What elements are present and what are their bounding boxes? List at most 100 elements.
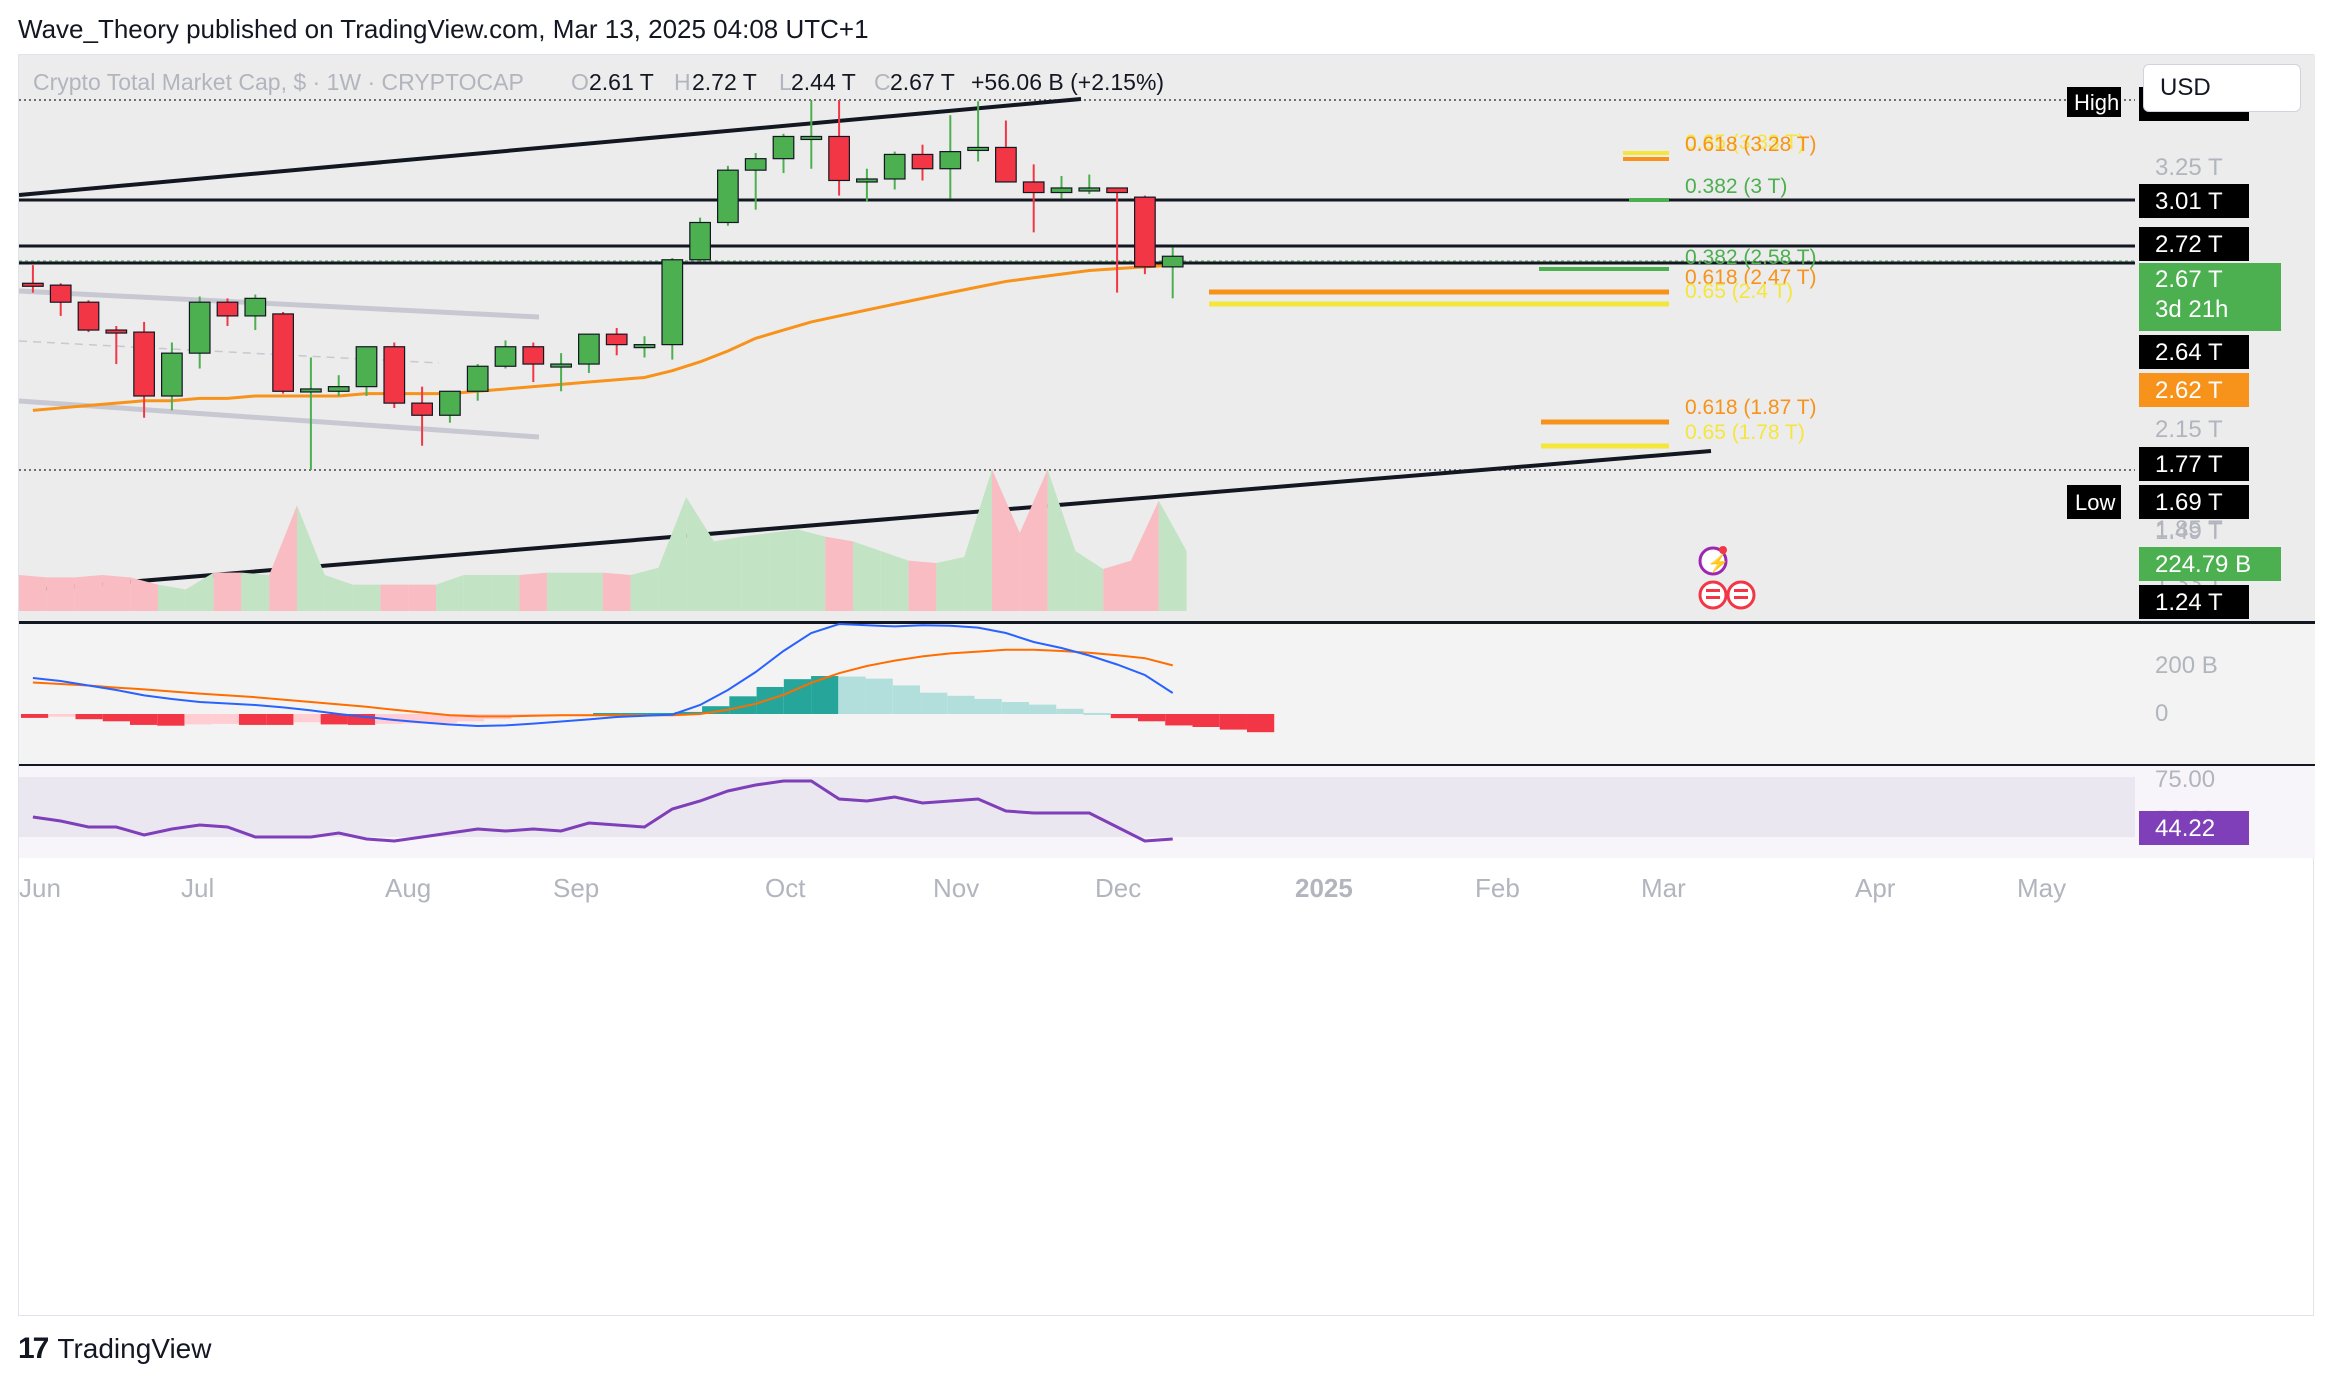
macd-histogram-bar (184, 714, 212, 725)
fib-label-1: 0.618 (3.28 T) (1685, 133, 1817, 156)
us-flag-event-icon[interactable] (1698, 580, 1728, 610)
fib-label-3: 0.382 (2.58 T) (1685, 246, 1817, 269)
currency-selector[interactable]: USD (2143, 64, 2301, 112)
volume-area-segment (686, 497, 714, 611)
volume-area-segment (825, 536, 853, 611)
price-tick-1.49: 1.49 T (2155, 518, 2223, 545)
volume-area-segment (964, 469, 992, 611)
candle-body (661, 259, 684, 346)
candle-body (800, 135, 823, 141)
chart-svg[interactable]: Crypto Total Market Cap, $ · 1W · CRYPTO… (18, 55, 2315, 1317)
candle-body (355, 346, 378, 388)
candle-body (300, 388, 322, 393)
candle-body (1161, 255, 1184, 268)
time-label-sep: Sep (553, 873, 599, 903)
flag-stripe-icon (1734, 596, 1748, 599)
legend-l-value: 2.44 T (791, 69, 856, 95)
countdown-label: 3d 21h (2155, 296, 2228, 323)
legend-h-label: H (674, 69, 691, 95)
us-flag-event-icon[interactable] (1726, 580, 1756, 610)
macd-histogram-bar (674, 711, 703, 714)
volume-area-segment (1075, 551, 1104, 611)
rsi-band (19, 777, 2135, 837)
candle-body (578, 333, 600, 365)
candle-body (439, 390, 461, 416)
macd-histogram-bar (1083, 712, 1111, 715)
candle-body (828, 135, 850, 182)
macd-histogram-bar (293, 714, 321, 723)
macd-histogram-bar (920, 692, 948, 714)
macd-histogram-bar (1192, 714, 1220, 727)
macd-histogram-bar (1029, 704, 1057, 714)
candle-body (272, 313, 294, 392)
channel-top-line (18, 288, 540, 320)
fib-label-4: 0.618 (2.47 T) (1685, 266, 1817, 289)
macd-histogram-bar (402, 714, 430, 724)
price-tag-bg (2139, 485, 2249, 519)
fib-label-2: 0.382 (3 T) (1685, 175, 1787, 198)
volume-area-segment (185, 572, 214, 611)
price-label-1.24: 1.24 T (2155, 589, 2223, 616)
macd-series (21, 622, 1275, 733)
candle-body (1078, 187, 1101, 192)
volume-area-segment (408, 584, 436, 611)
volume-area-segment (269, 505, 297, 611)
candle-body (105, 329, 128, 334)
candle-body (383, 346, 406, 404)
macd-histogram-bar (320, 714, 348, 725)
volume-area-segment (741, 533, 770, 611)
pane-separator (19, 764, 2315, 766)
low-tag: Low (2075, 490, 2115, 515)
macd-histogram-bar (48, 714, 76, 717)
macd-tick-200: 200 B (2155, 652, 2218, 679)
macd-histogram-bar (456, 714, 485, 722)
macd-histogram-bar (1246, 714, 1275, 733)
volume-area-segment (463, 575, 492, 611)
tradingview-logo-icon: 17 (18, 1332, 49, 1365)
candle-body (605, 333, 628, 346)
footer-brand: TradingView (57, 1333, 212, 1364)
volume-area-segment (19, 575, 47, 611)
legend-symbol: Crypto Total Market Cap, $ · 1W · CRYPTO… (33, 69, 524, 95)
volume-area-segment (547, 572, 575, 611)
time-label-mar: Mar (1641, 873, 1686, 903)
time-axis[interactable]: Jun Jul Aug Sep Oct Nov Dec 2025 Feb Mar… (19, 873, 2066, 903)
macd-histogram-bar (238, 714, 267, 725)
price-label-current: 2.67 T (2155, 266, 2223, 293)
price-label-2.72: 2.72 T (2155, 231, 2223, 258)
chart-frame[interactable]: Crypto Total Market Cap, $ · 1W · CRYPTO… (18, 54, 2315, 1317)
volume-area-segment (130, 577, 158, 611)
flag-stripe-icon (1734, 589, 1748, 592)
time-label-aug: Aug (385, 873, 431, 903)
macd-histogram-bar (838, 676, 866, 714)
candle-body (244, 297, 267, 317)
candle-body (411, 402, 433, 416)
rsi-tag-bg (2139, 811, 2249, 845)
macd-histogram-bar (947, 695, 975, 714)
candle-body (1050, 187, 1073, 194)
publisher-header: Wave_Theory published on TradingView.com… (18, 14, 869, 44)
lightning-event-icon[interactable] (1698, 546, 1728, 576)
price-tick-2.15: 2.15 T (2155, 416, 2223, 443)
time-label-jul: Jul (181, 873, 214, 903)
volume-area-segment (241, 572, 270, 611)
macd-histogram-bar (429, 714, 457, 723)
price-label-2.64: 2.64 T (2155, 339, 2223, 366)
macd-histogram-bar (102, 714, 130, 722)
macd-histogram-bar (266, 714, 294, 725)
time-label-apr: Apr (1855, 873, 1896, 903)
volume-area-segment (297, 505, 325, 611)
candle-body (911, 153, 934, 170)
candle-body (327, 386, 350, 392)
volume-area-segment (936, 557, 965, 611)
volume-area-segment (380, 584, 409, 611)
candle-body (1022, 181, 1045, 194)
macd-line (32, 622, 1174, 728)
legend-change: +56.06 B (+2.15%) (971, 69, 1164, 95)
volume-area-segment (797, 529, 826, 611)
macd-histogram-bar (157, 714, 185, 726)
macd-histogram-bar (892, 685, 921, 714)
candle-body (550, 363, 572, 368)
price-tick-3.25: 3.25 T (2155, 154, 2223, 181)
high-tag-bg (2067, 87, 2121, 117)
